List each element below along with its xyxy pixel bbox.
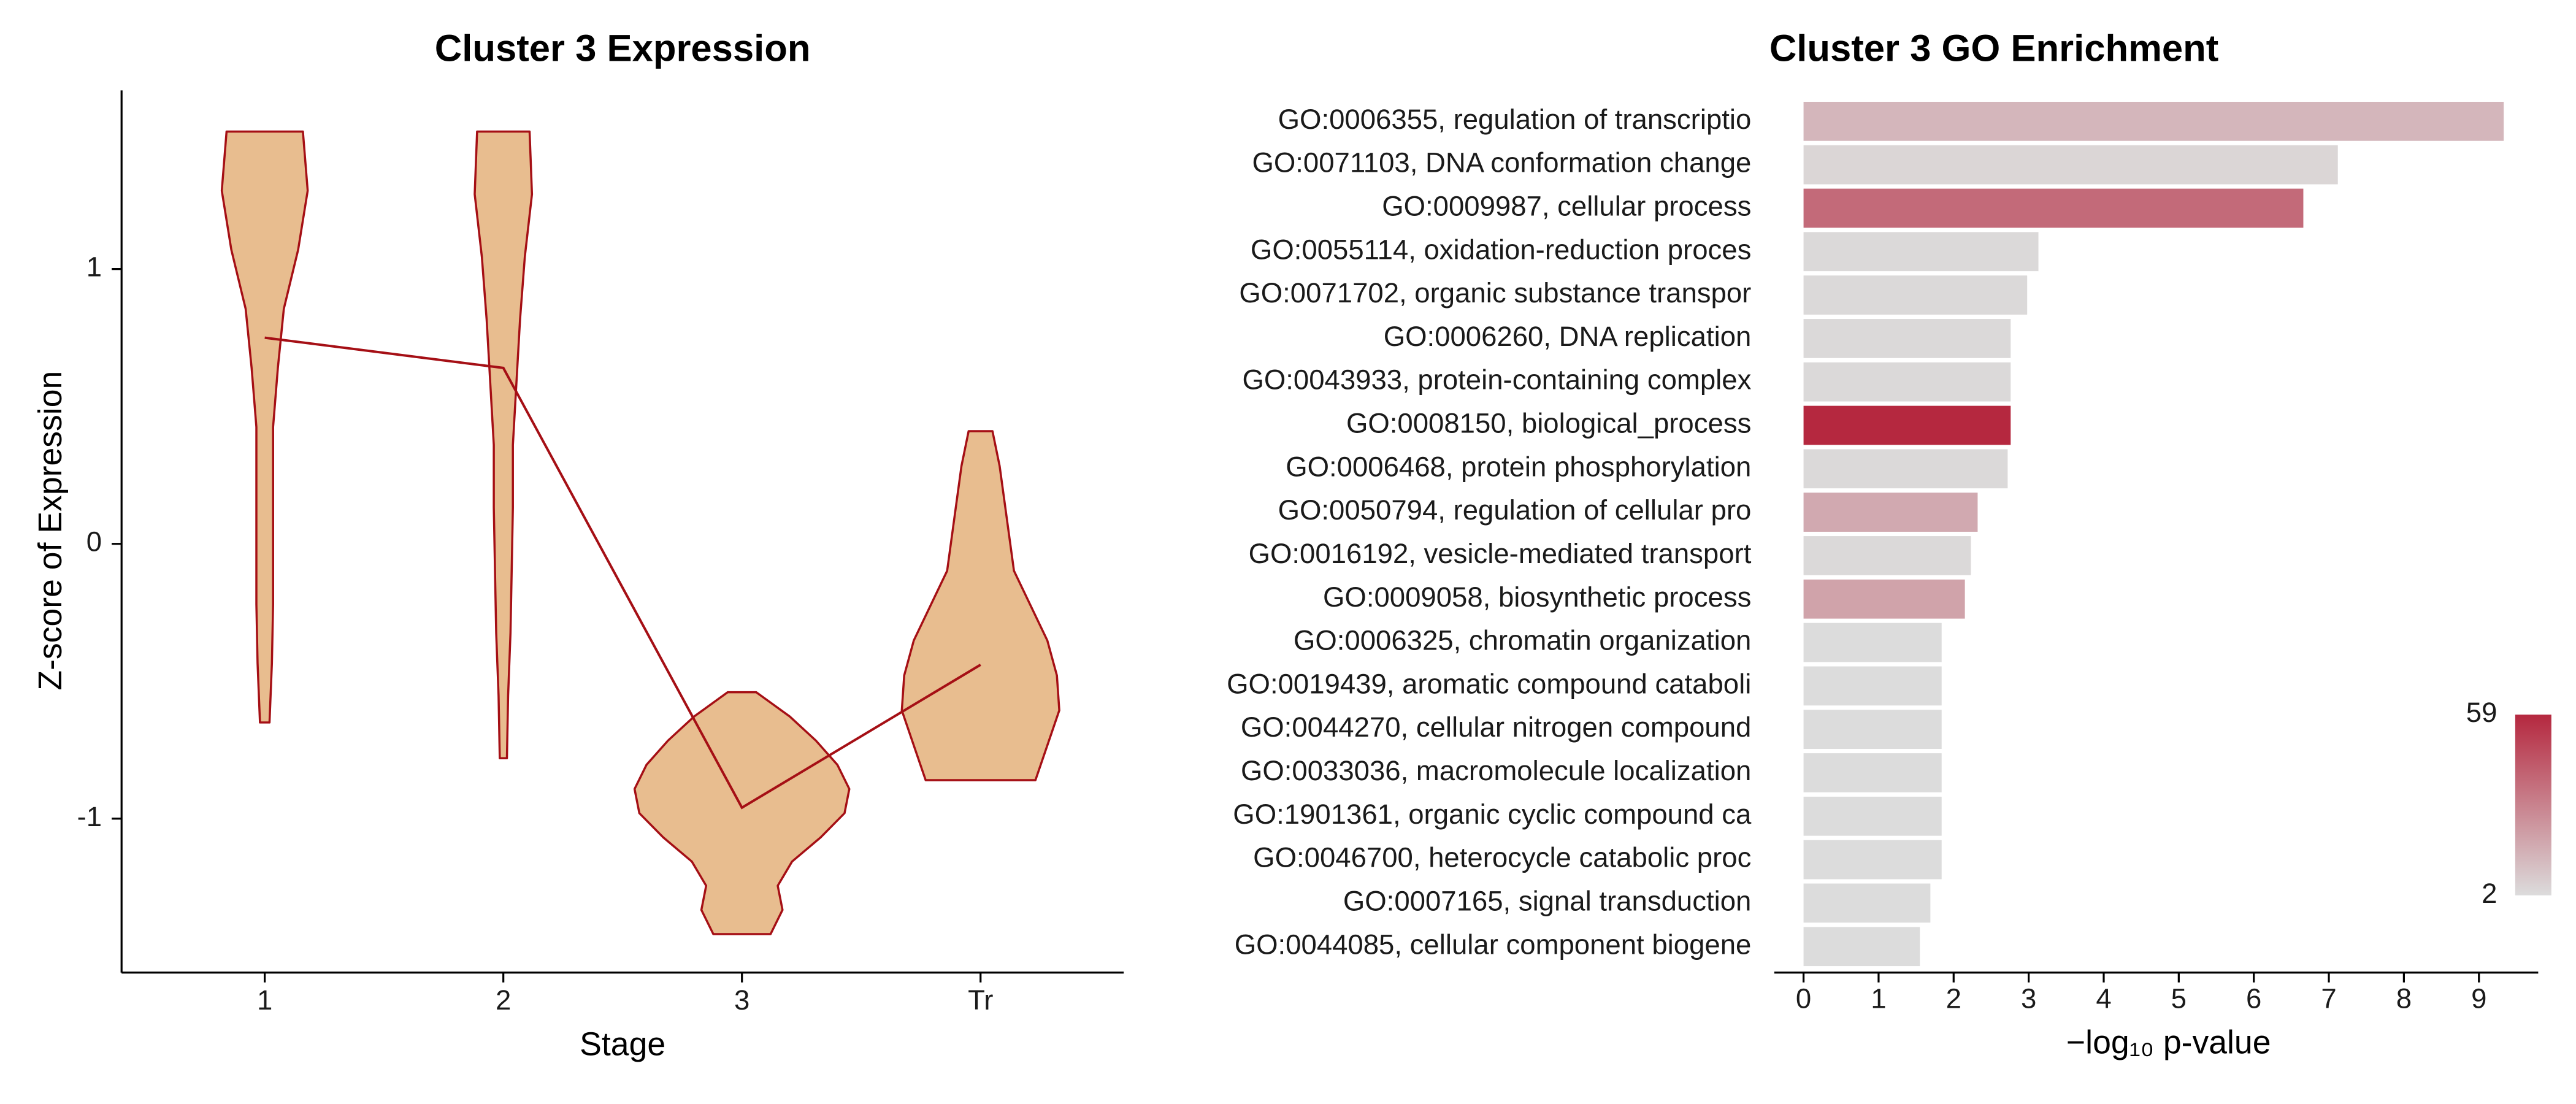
category-label: GO:0044270, cellular nitrogen compound <box>1241 711 1751 743</box>
x-tick-label: 1 <box>257 984 272 1016</box>
y-tick-label: 1 <box>86 251 102 283</box>
category-label: GO:0006468, protein phosphorylation <box>1286 451 1751 482</box>
mean-line <box>264 336 981 810</box>
bar <box>1803 405 2011 445</box>
x-tick-label: 1 <box>1871 983 1886 1014</box>
y-tick-label: 0 <box>86 526 102 558</box>
bar <box>1803 145 2338 185</box>
bar <box>1803 753 1942 792</box>
bar <box>1803 319 2011 358</box>
bar <box>1803 232 2039 272</box>
bar <box>1803 101 2504 141</box>
bar <box>1803 840 1942 880</box>
bar <box>1803 579 1965 619</box>
x-tick-label: 9 <box>2471 983 2486 1014</box>
x-tick-label: 6 <box>2246 983 2261 1014</box>
x-tick-label: 3 <box>2021 983 2036 1014</box>
category-label: GO:0071702, organic substance transpor <box>1239 277 1751 309</box>
colorbar <box>2515 715 2551 895</box>
category-label: GO:0006325, chromatin organization <box>1294 625 1751 656</box>
x-tick-label: 2 <box>496 984 511 1016</box>
x-axis-title: −log₁₀ p-value <box>2066 1025 2271 1061</box>
colorbar-label: 59 <box>2466 697 2497 728</box>
violin <box>220 130 309 724</box>
bar <box>1803 362 2011 402</box>
category-label: GO:0050794, regulation of cellular pro <box>1278 494 1752 526</box>
category-label: GO:0033036, macromolecule localization <box>1241 755 1751 786</box>
bar <box>1803 927 1920 967</box>
bar <box>1803 796 1942 836</box>
category-label: GO:0007165, signal transduction <box>1343 885 1751 916</box>
x-tick-label: 0 <box>1796 983 1811 1014</box>
category-label: GO:0071103, DNA conformation change <box>1252 147 1751 178</box>
category-label: GO:0016192, vesicle-mediated transport <box>1249 538 1752 569</box>
category-label: GO:0008150, biological_process <box>1346 408 1751 439</box>
chart-title: Cluster 3 GO Enrichment <box>1769 27 2218 69</box>
chart-title: Cluster 3 Expression <box>435 27 811 69</box>
bar <box>1803 188 2304 228</box>
category-label: GO:0019439, aromatic compound cataboli <box>1227 668 1751 699</box>
x-axis-title: Stage <box>580 1026 665 1062</box>
bar <box>1803 275 2028 315</box>
bar <box>1803 623 1942 662</box>
bar <box>1803 449 2008 489</box>
y-tick-label: -1 <box>77 801 102 832</box>
x-tick-label: Tr <box>968 984 993 1016</box>
category-label: GO:0009987, cellular process <box>1382 190 1751 221</box>
x-tick-label: 5 <box>2171 983 2187 1014</box>
category-label: GO:0009058, biosynthetic process <box>1323 581 1751 613</box>
bar <box>1803 666 1942 706</box>
category-label: GO:0043933, protein-containing complex <box>1242 364 1751 396</box>
x-tick-label: 3 <box>734 984 749 1016</box>
violin <box>473 130 534 759</box>
y-axis-title: Z-score of Expression <box>33 371 69 691</box>
category-label: GO:0055114, oxidation-reduction proces <box>1251 234 1751 265</box>
violin <box>633 691 851 935</box>
x-tick-label: 7 <box>2321 983 2336 1014</box>
x-tick-label: 4 <box>2096 983 2111 1014</box>
category-label: GO:0044085, cellular component biogene <box>1235 929 1752 960</box>
bar <box>1803 710 1942 749</box>
category-label: GO:0006260, DNA replication <box>1384 321 1752 352</box>
violin <box>900 430 1060 781</box>
bar <box>1803 536 1971 575</box>
bar <box>1803 493 1978 532</box>
x-tick-label: 2 <box>1946 983 1961 1014</box>
bar <box>1803 883 1931 923</box>
category-label: GO:1901361, organic cyclic compound ca <box>1233 799 1752 830</box>
category-label: GO:0046700, heterocycle catabolic proc <box>1253 842 1751 873</box>
x-tick-label: 8 <box>2396 983 2412 1014</box>
category-label: GO:0006355, regulation of transcriptio <box>1278 104 1752 135</box>
colorbar-label: 2 <box>2482 878 2497 909</box>
